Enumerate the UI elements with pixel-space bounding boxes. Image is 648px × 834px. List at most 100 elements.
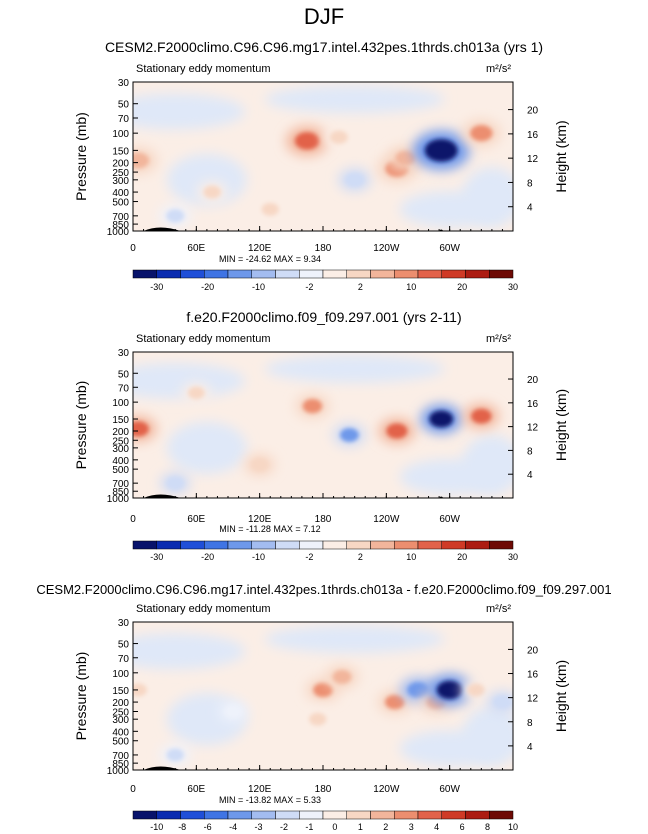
data-blob [309,712,327,726]
data-blob [166,476,184,490]
field-region [133,93,246,130]
colorbar-swatch [251,540,276,550]
x-tick-label: 180 [315,243,332,254]
x-tick-label: 120E [248,514,272,525]
field-region [399,458,500,495]
y-tick-label: 50 [118,640,130,651]
colorbar-swatch [180,540,205,550]
data-blob [471,408,492,424]
colorbar-label: 10 [406,282,416,292]
chart-title: CESM2.F2000climo.C96.C96.mg17.intel.432p… [105,39,543,55]
colorbar-label: -10 [252,552,265,562]
colorbar-label: -8 [178,822,186,832]
y-tick-label: 850 [112,220,129,231]
y-right-tick-label: 12 [527,423,539,434]
y-tick-label: 300 [112,176,129,187]
y-tick-label: 400 [112,727,129,738]
x-tick-label: 120W [373,514,400,525]
colorbar-swatch [275,269,300,279]
data-blob [395,150,416,166]
y-tick-label: 150 [112,415,129,426]
colorbar-label: -30 [150,282,163,292]
colorbar-swatch [204,269,229,279]
chart-panel-3: CESM2.F2000climo.C96.C96.mg17.intel.432p… [36,582,611,832]
colorbar-swatch [299,810,324,820]
field-region [399,191,500,228]
y-right-tick-label: 20 [527,375,539,386]
field-region [264,354,445,383]
topography [143,494,181,498]
data-blob [470,125,493,142]
y-tick-label: 700 [112,212,129,223]
field-region [133,633,246,670]
y-right-axis-title: Height (km) [553,120,569,192]
y-tick-label: 850 [112,759,129,770]
colorbar-label: -3 [255,822,263,832]
colorbar-label: 1 [358,822,363,832]
chart-title: f.e20.F2000climo.f09_f09.297.001 (yrs 2-… [186,309,461,325]
colorbar-label: 30 [508,282,518,292]
colorbar: -30 -20 -10 -2 2 10 20 30 [132,540,518,562]
colorbar-swatch [394,269,419,279]
y-tick-label: 700 [112,751,129,762]
x-tick-label: 60W [439,243,460,254]
y-right-tick-label: 8 [527,446,533,457]
colorbar-swatch [275,540,300,550]
heatmap-field [133,352,513,498]
y-tick-label: 250 [112,707,129,718]
colorbar-swatch [370,810,395,820]
y-tick-label: 30 [118,78,130,89]
y-tick-label: 700 [112,479,129,490]
colorbar-swatch [394,540,419,550]
colorbar-swatch [299,269,324,279]
field-region [399,730,500,767]
colorbar-label: 10 [406,552,416,562]
colorbar-label: 4 [434,822,439,832]
x-tick-label: 60W [439,784,460,795]
colorbar-swatch [441,810,466,820]
heatmap-field [133,82,513,231]
colorbar: -30 -20 -10 -2 2 10 20 30 [132,269,518,292]
colorbar-label: 2 [358,282,363,292]
x-tick-label: 120E [248,243,272,254]
data-blob [493,695,512,709]
x-tick-label: 0 [130,514,136,525]
y-axis-right: 20 16 12 8 4 [508,106,539,214]
y-right-tick-label: 20 [527,645,539,656]
colorbar-swatch [417,269,442,279]
x-tick-label: 180 [315,784,332,795]
topography [143,766,181,770]
y-right-tick-label: 8 [527,718,533,729]
y-right-tick-label: 16 [527,130,539,141]
colorbar-label: -30 [150,552,163,562]
colorbar-swatch [465,810,490,820]
x-tick-label: 120E [248,784,272,795]
data-blob [187,386,205,400]
x-tick-label: 60W [439,514,460,525]
colorbar-label: 2 [358,552,363,562]
chart-title: CESM2.F2000climo.C96.C96.mg17.intel.432p… [36,582,611,597]
colorbar-swatch [180,269,205,279]
y-tick-label: 70 [118,654,130,665]
data-blob [386,423,408,439]
y-tick-label: 200 [112,427,129,438]
colorbar-swatch [465,269,490,279]
y-axis-right: 20 16 12 8 4 [508,645,539,753]
x-tick-label: 60E [187,784,205,795]
colorbar-swatch [441,540,466,550]
data-blob [133,683,147,697]
x-tick-label: 120W [373,243,400,254]
colorbar-swatch [346,810,371,820]
colorbar-swatch [275,810,300,820]
colorbar-label: -6 [204,822,212,832]
x-axis: 0 60E 120E 180 120W 60W [130,226,503,254]
colorbar-swatch [132,810,157,820]
y-tick-label: 400 [112,188,129,199]
chart-subtitle: Stationary eddy momentum [136,333,271,345]
colorbar-swatch [132,540,157,550]
colorbar-swatch [417,810,442,820]
data-blob [329,130,348,144]
colorbar-swatch [227,269,252,279]
y-tick-label: 500 [112,198,129,209]
